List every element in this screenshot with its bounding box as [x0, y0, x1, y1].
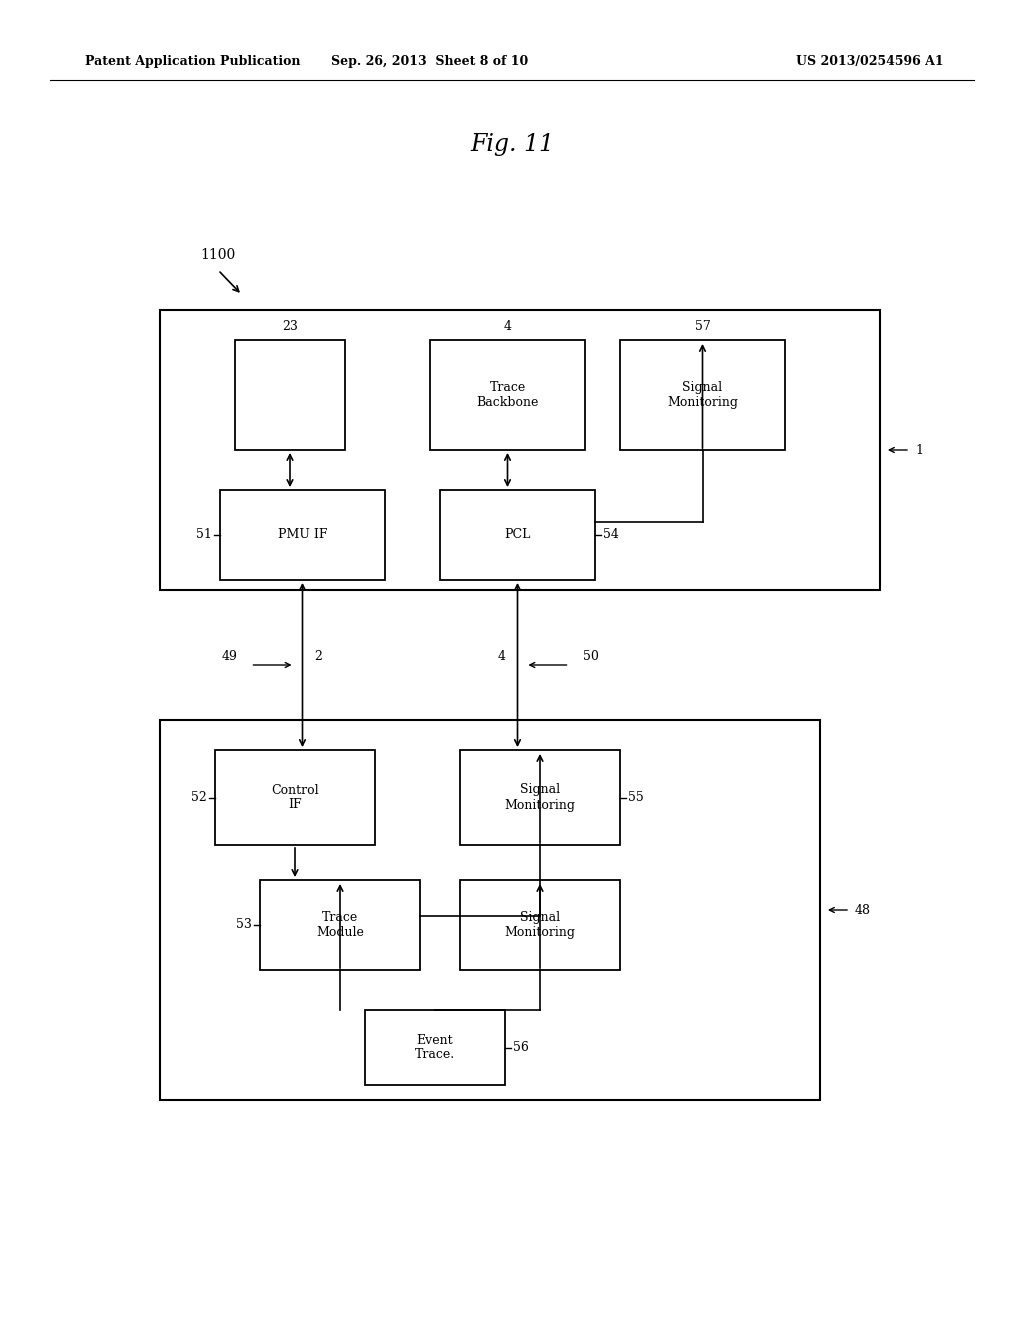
Text: 1100: 1100 [200, 248, 236, 261]
Text: PCL: PCL [504, 528, 530, 541]
Text: 54: 54 [603, 528, 618, 541]
Bar [440, 490, 595, 579]
Text: Fig. 11: Fig. 11 [470, 133, 554, 157]
Text: 57: 57 [694, 319, 711, 333]
Text: Signal
Monitoring: Signal Monitoring [667, 381, 738, 409]
Text: 4: 4 [504, 319, 512, 333]
Bar [620, 341, 785, 450]
Bar [260, 880, 420, 970]
Text: 53: 53 [237, 919, 252, 932]
Text: Control
IF: Control IF [271, 784, 318, 812]
Bar [365, 1010, 505, 1085]
Text: 23: 23 [282, 319, 298, 333]
Text: PMU IF: PMU IF [278, 528, 328, 541]
Text: Trace
Module: Trace Module [316, 911, 364, 939]
Bar [215, 750, 375, 845]
Bar [460, 880, 620, 970]
Text: Signal
Monitoring: Signal Monitoring [505, 911, 575, 939]
Text: Sep. 26, 2013  Sheet 8 of 10: Sep. 26, 2013 Sheet 8 of 10 [332, 55, 528, 69]
Text: 49: 49 [221, 651, 238, 664]
Bar [234, 341, 345, 450]
Text: Trace
Backbone: Trace Backbone [476, 381, 539, 409]
Text: Signal
Monitoring: Signal Monitoring [505, 784, 575, 812]
Bar [460, 750, 620, 845]
Bar [160, 310, 880, 590]
Text: 4: 4 [498, 651, 506, 664]
Text: 50: 50 [583, 651, 598, 664]
Text: 1: 1 [915, 444, 923, 457]
Text: 2: 2 [314, 651, 323, 664]
Text: 52: 52 [191, 791, 207, 804]
Bar [160, 719, 820, 1100]
Bar [220, 490, 385, 579]
Text: Event
Trace.: Event Trace. [415, 1034, 455, 1061]
Text: 48: 48 [855, 903, 871, 916]
Text: 55: 55 [628, 791, 644, 804]
Text: 56: 56 [513, 1041, 528, 1053]
Text: 51: 51 [197, 528, 212, 541]
Text: Patent Application Publication: Patent Application Publication [85, 55, 300, 69]
Bar [430, 341, 585, 450]
Text: US 2013/0254596 A1: US 2013/0254596 A1 [797, 55, 944, 69]
